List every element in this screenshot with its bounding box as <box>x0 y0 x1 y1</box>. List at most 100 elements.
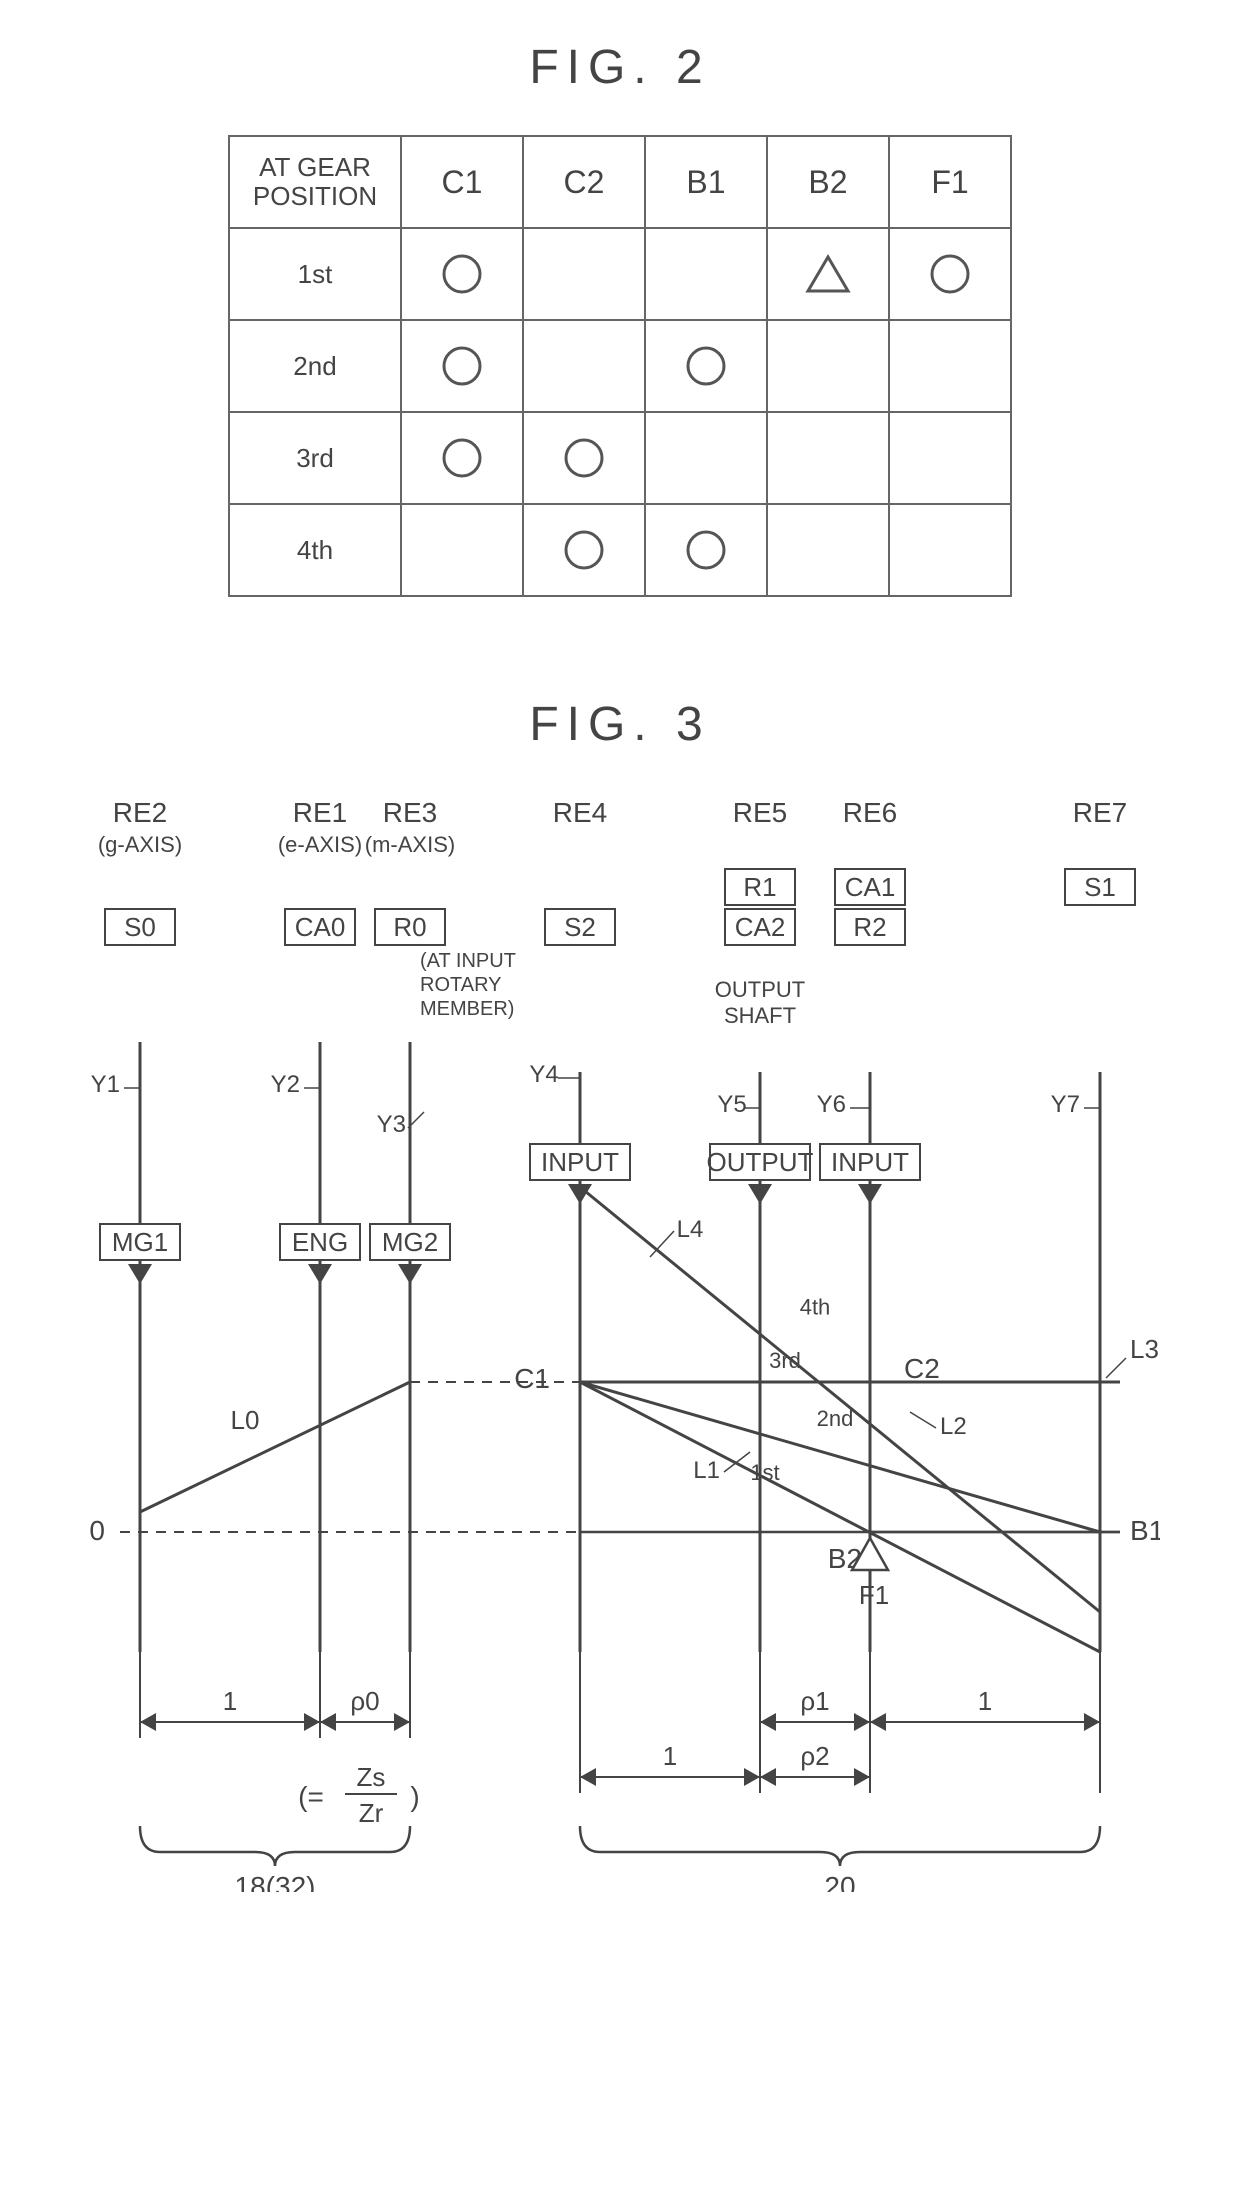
engaged-icon <box>683 343 729 389</box>
svg-text:MEMBER): MEMBER) <box>420 998 514 1020</box>
svg-text:INPUT: INPUT <box>541 1147 619 1177</box>
cell <box>645 412 767 504</box>
fig3-title: FIG. 3 <box>20 697 1220 752</box>
svg-text:L3: L3 <box>1130 1334 1159 1364</box>
table-row: 3rd <box>229 412 1011 504</box>
svg-text:MG1: MG1 <box>112 1227 168 1257</box>
cell <box>401 412 523 504</box>
cell <box>645 320 767 412</box>
svg-text:OUTPUT: OUTPUT <box>707 1147 814 1177</box>
col-header-b1: B1 <box>645 136 767 228</box>
cell <box>767 320 889 412</box>
row-label: 1st <box>229 228 401 320</box>
cell <box>645 228 767 320</box>
svg-text:Zr: Zr <box>359 1798 384 1828</box>
svg-text:SHAFT: SHAFT <box>724 1003 796 1028</box>
svg-text:1: 1 <box>223 1686 237 1716</box>
table-row: 1st <box>229 228 1011 320</box>
cell <box>401 320 523 412</box>
table-row: 2nd <box>229 320 1011 412</box>
col-header-c2: C2 <box>523 136 645 228</box>
cell <box>401 504 523 596</box>
svg-text:S2: S2 <box>564 912 596 942</box>
col-header-gearpos: AT GEARPOSITION <box>229 136 401 228</box>
cell <box>767 412 889 504</box>
fig2: FIG. 2 AT GEARPOSITIONC1C2B1B2F1 1st2nd3… <box>20 40 1220 597</box>
col-header-f1: F1 <box>889 136 1011 228</box>
cell <box>523 228 645 320</box>
gear-position-table: AT GEARPOSITIONC1C2B1B2F1 1st2nd3rd4th <box>228 135 1012 597</box>
svg-text:CA2: CA2 <box>735 912 786 942</box>
svg-text:(AT INPUT: (AT INPUT <box>420 950 516 972</box>
cell <box>523 412 645 504</box>
svg-text:R2: R2 <box>853 912 886 942</box>
svg-text:Y2: Y2 <box>271 1071 300 1098</box>
svg-text:MG2: MG2 <box>382 1227 438 1257</box>
svg-text:Y5: Y5 <box>717 1091 746 1118</box>
fig2-title: FIG. 2 <box>20 40 1220 95</box>
svg-text:ROTARY: ROTARY <box>420 974 502 996</box>
svg-text:L2: L2 <box>940 1413 967 1440</box>
svg-text:1st: 1st <box>750 1460 779 1485</box>
svg-text:L4: L4 <box>677 1216 704 1243</box>
svg-text:Y7: Y7 <box>1051 1091 1080 1118</box>
cell <box>767 504 889 596</box>
svg-text:1: 1 <box>663 1741 677 1771</box>
engaged-icon <box>561 435 607 481</box>
svg-text:1: 1 <box>978 1686 992 1716</box>
svg-text:ρ0: ρ0 <box>350 1686 379 1716</box>
svg-text:Y3: Y3 <box>377 1111 406 1138</box>
svg-text:CA0: CA0 <box>295 912 346 942</box>
cell <box>401 228 523 320</box>
svg-text:Zs: Zs <box>357 1762 386 1792</box>
svg-text:(g-AXIS): (g-AXIS) <box>98 832 182 857</box>
engaged-icon <box>439 343 485 389</box>
svg-text:L0: L0 <box>231 1405 260 1435</box>
svg-text:S1: S1 <box>1084 872 1116 902</box>
cell <box>523 504 645 596</box>
svg-text:INPUT: INPUT <box>831 1147 909 1177</box>
svg-text:C2: C2 <box>904 1353 940 1384</box>
svg-text:F1: F1 <box>859 1580 889 1610</box>
fig3: FIG. 3 RE2(g-AXIS)RE1(e-AXIS)RE3(m-AXIS)… <box>20 697 1220 1897</box>
table-row: 4th <box>229 504 1011 596</box>
svg-text:2nd: 2nd <box>817 1406 854 1431</box>
svg-text:0: 0 <box>89 1515 105 1546</box>
svg-text:Y6: Y6 <box>817 1091 846 1118</box>
svg-text:RE5: RE5 <box>733 797 787 828</box>
engaged-icon <box>927 251 973 297</box>
svg-text:RE6: RE6 <box>843 797 897 828</box>
svg-text:): ) <box>410 1781 419 1812</box>
svg-text:3rd: 3rd <box>769 1348 801 1373</box>
cell <box>889 504 1011 596</box>
svg-text:(=: (= <box>298 1781 324 1812</box>
svg-text:B1: B1 <box>1130 1515 1160 1546</box>
svg-text:ρ1: ρ1 <box>800 1686 829 1716</box>
fig3-diagram: RE2(g-AXIS)RE1(e-AXIS)RE3(m-AXIS)RE4RE5R… <box>80 792 1160 1892</box>
col-header-c1: C1 <box>401 136 523 228</box>
cell <box>523 320 645 412</box>
cell <box>767 228 889 320</box>
svg-text:20: 20 <box>824 1871 855 1892</box>
cell <box>889 412 1011 504</box>
svg-text:RE7: RE7 <box>1073 797 1127 828</box>
row-label: 4th <box>229 504 401 596</box>
svg-text:CA1: CA1 <box>845 872 896 902</box>
svg-text:ENG: ENG <box>292 1227 348 1257</box>
svg-text:S0: S0 <box>124 912 156 942</box>
svg-text:RE2: RE2 <box>113 797 167 828</box>
cell <box>889 320 1011 412</box>
svg-text:R0: R0 <box>393 912 426 942</box>
svg-text:L1: L1 <box>693 1457 720 1484</box>
svg-text:RE3: RE3 <box>383 797 437 828</box>
svg-text:4th: 4th <box>800 1295 831 1320</box>
row-label: 2nd <box>229 320 401 412</box>
svg-text:Y4: Y4 <box>529 1061 558 1088</box>
svg-text:C1: C1 <box>514 1363 550 1394</box>
engaged-icon <box>561 527 607 573</box>
col-header-b2: B2 <box>767 136 889 228</box>
engaged-icon <box>439 251 485 297</box>
cell <box>889 228 1011 320</box>
svg-text:RE4: RE4 <box>553 797 607 828</box>
engaged-icon <box>439 435 485 481</box>
